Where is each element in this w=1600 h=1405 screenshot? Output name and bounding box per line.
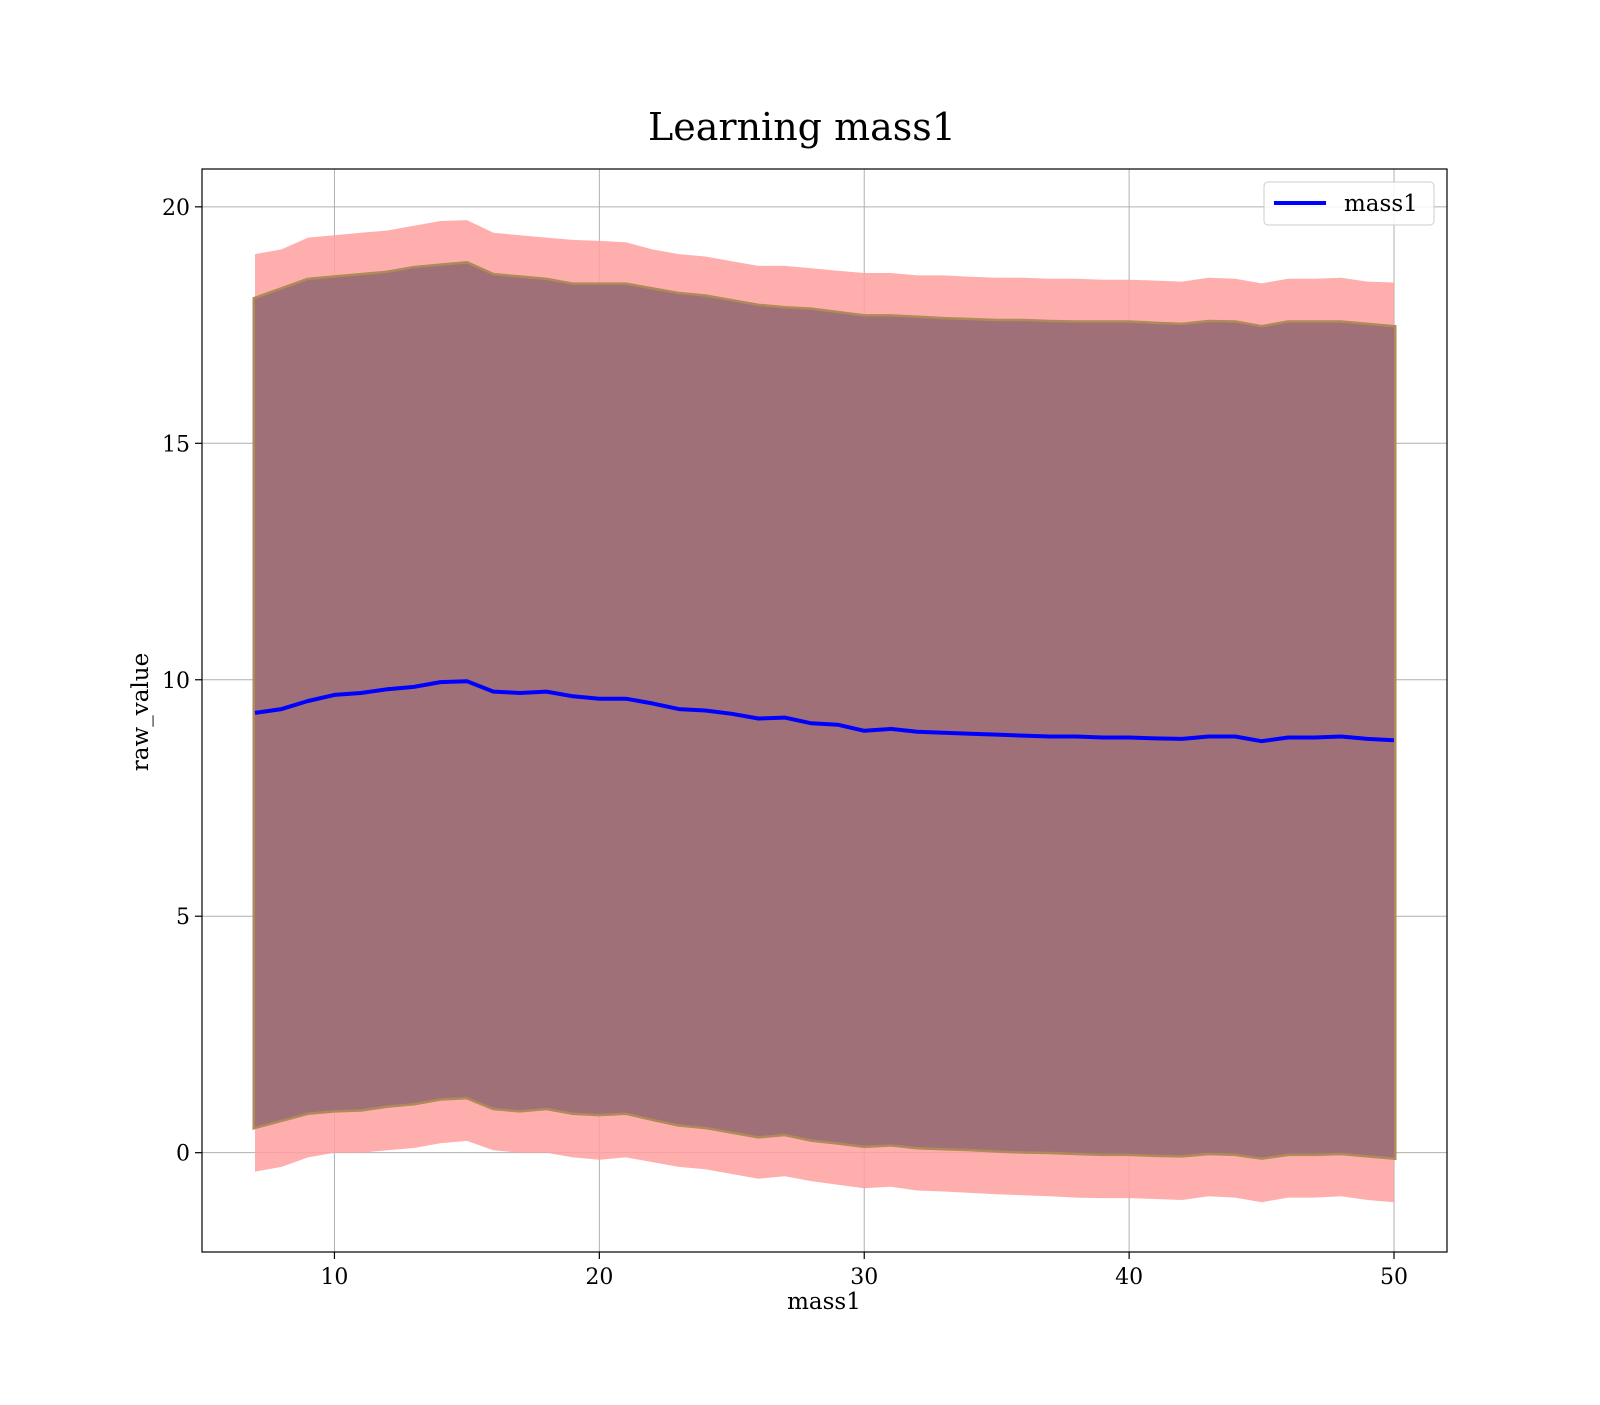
x-tick-label: 20 bbox=[585, 1265, 613, 1290]
y-tick-label: 0 bbox=[176, 1142, 190, 1167]
plot-area-frame bbox=[201, 168, 1448, 1253]
inner-band bbox=[255, 263, 1394, 1158]
chart-title: Learning mass1 bbox=[648, 105, 956, 149]
x-tick-label: 10 bbox=[320, 1265, 348, 1290]
series-lines bbox=[254, 679, 1395, 744]
series-line-mass1 bbox=[254, 679, 1395, 744]
y-axis-label: raw_value bbox=[128, 653, 154, 771]
axis-ticks: 10 20 30 40 50 0 5 10 15 20 bbox=[162, 196, 1408, 1290]
y-tick-label: 5 bbox=[176, 905, 190, 930]
x-tick-label: 30 bbox=[850, 1265, 878, 1290]
y-tick-label: 20 bbox=[162, 196, 190, 221]
x-axis-label: mass1 bbox=[787, 1289, 861, 1315]
legend: mass1 bbox=[1263, 181, 1435, 226]
legend-label-mass1: mass1 bbox=[1344, 191, 1418, 217]
x-tick-label: 50 bbox=[1380, 1265, 1408, 1290]
y-tick-label: 10 bbox=[162, 669, 190, 694]
y-tick-label: 15 bbox=[162, 432, 190, 457]
legend-box bbox=[1263, 181, 1435, 226]
x-tick-label: 40 bbox=[1115, 1265, 1143, 1290]
uncertainty-bands bbox=[252, 220, 1397, 1203]
